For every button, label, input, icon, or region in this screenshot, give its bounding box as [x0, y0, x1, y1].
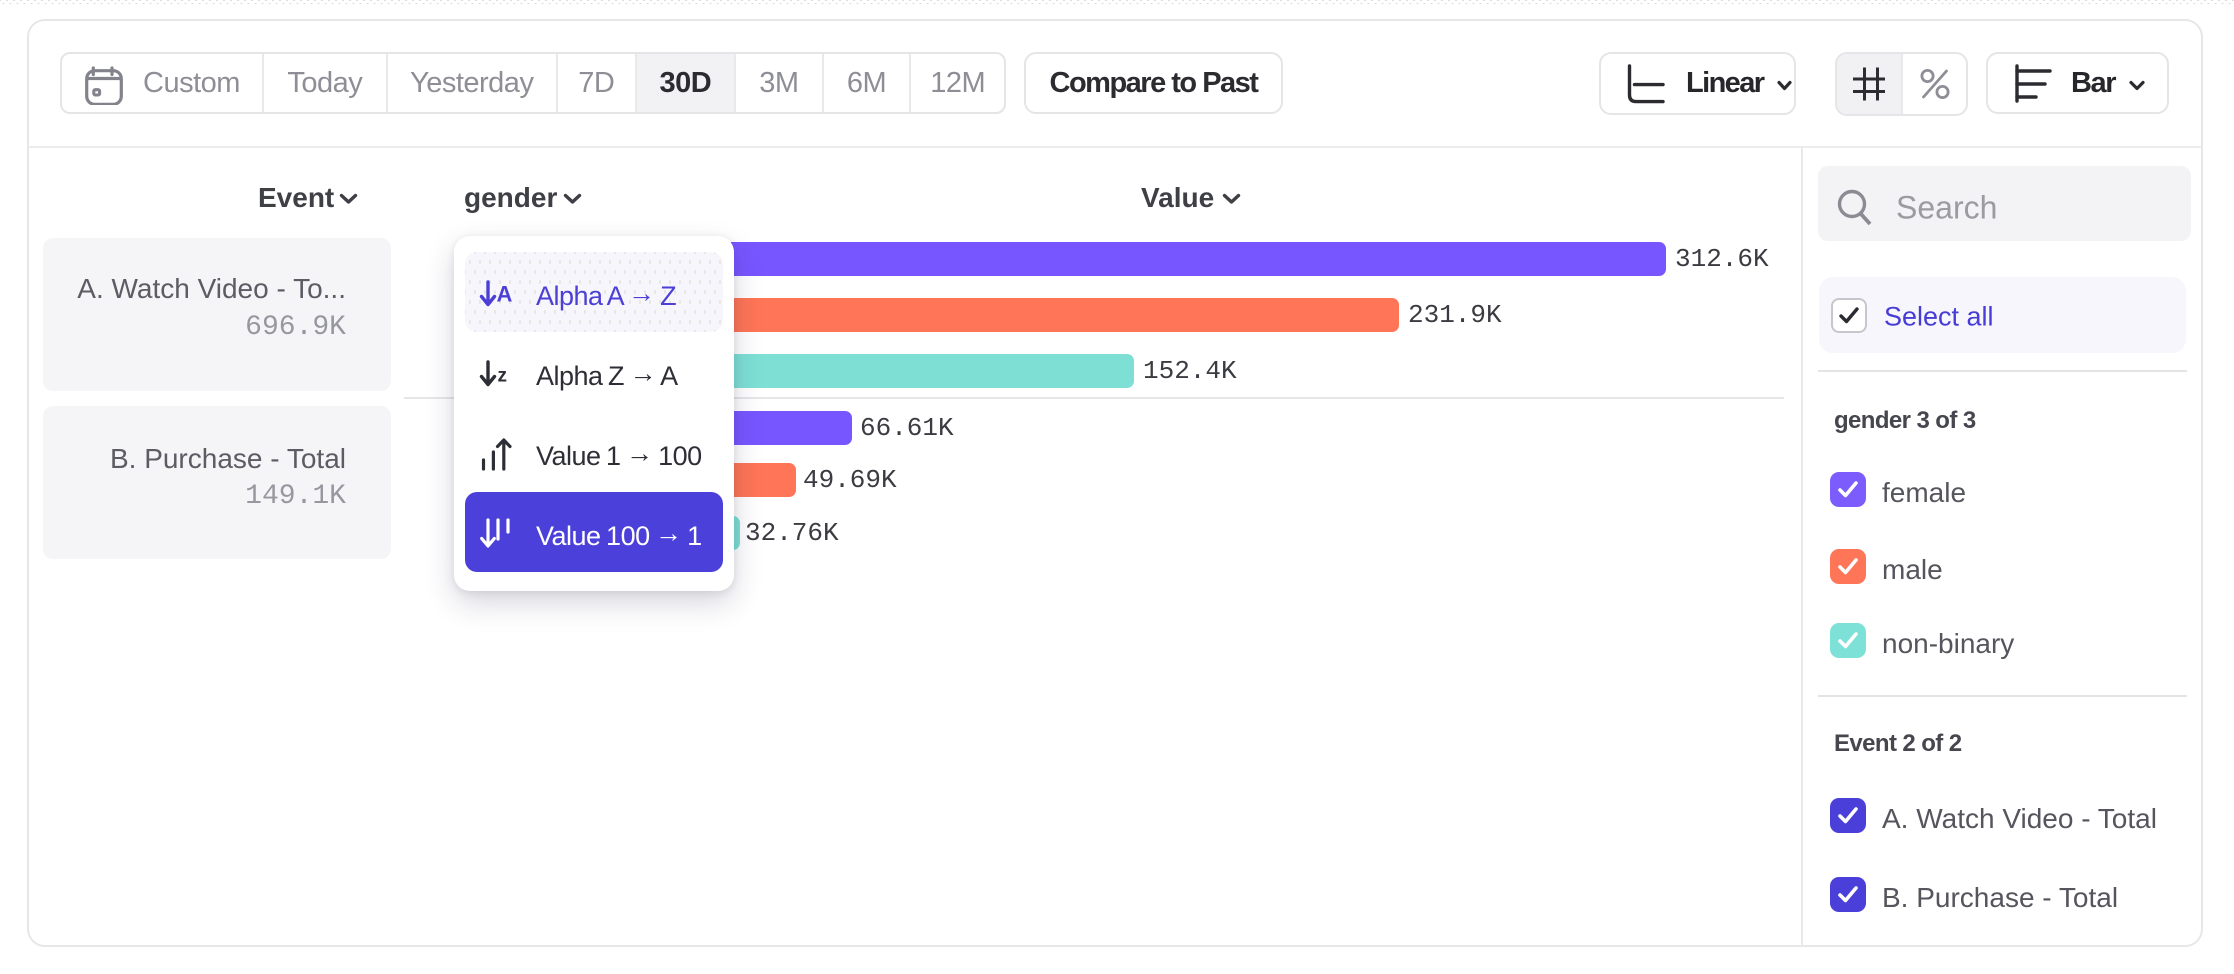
svg-text:z: z — [498, 366, 508, 387]
svg-text:A: A — [497, 282, 513, 307]
